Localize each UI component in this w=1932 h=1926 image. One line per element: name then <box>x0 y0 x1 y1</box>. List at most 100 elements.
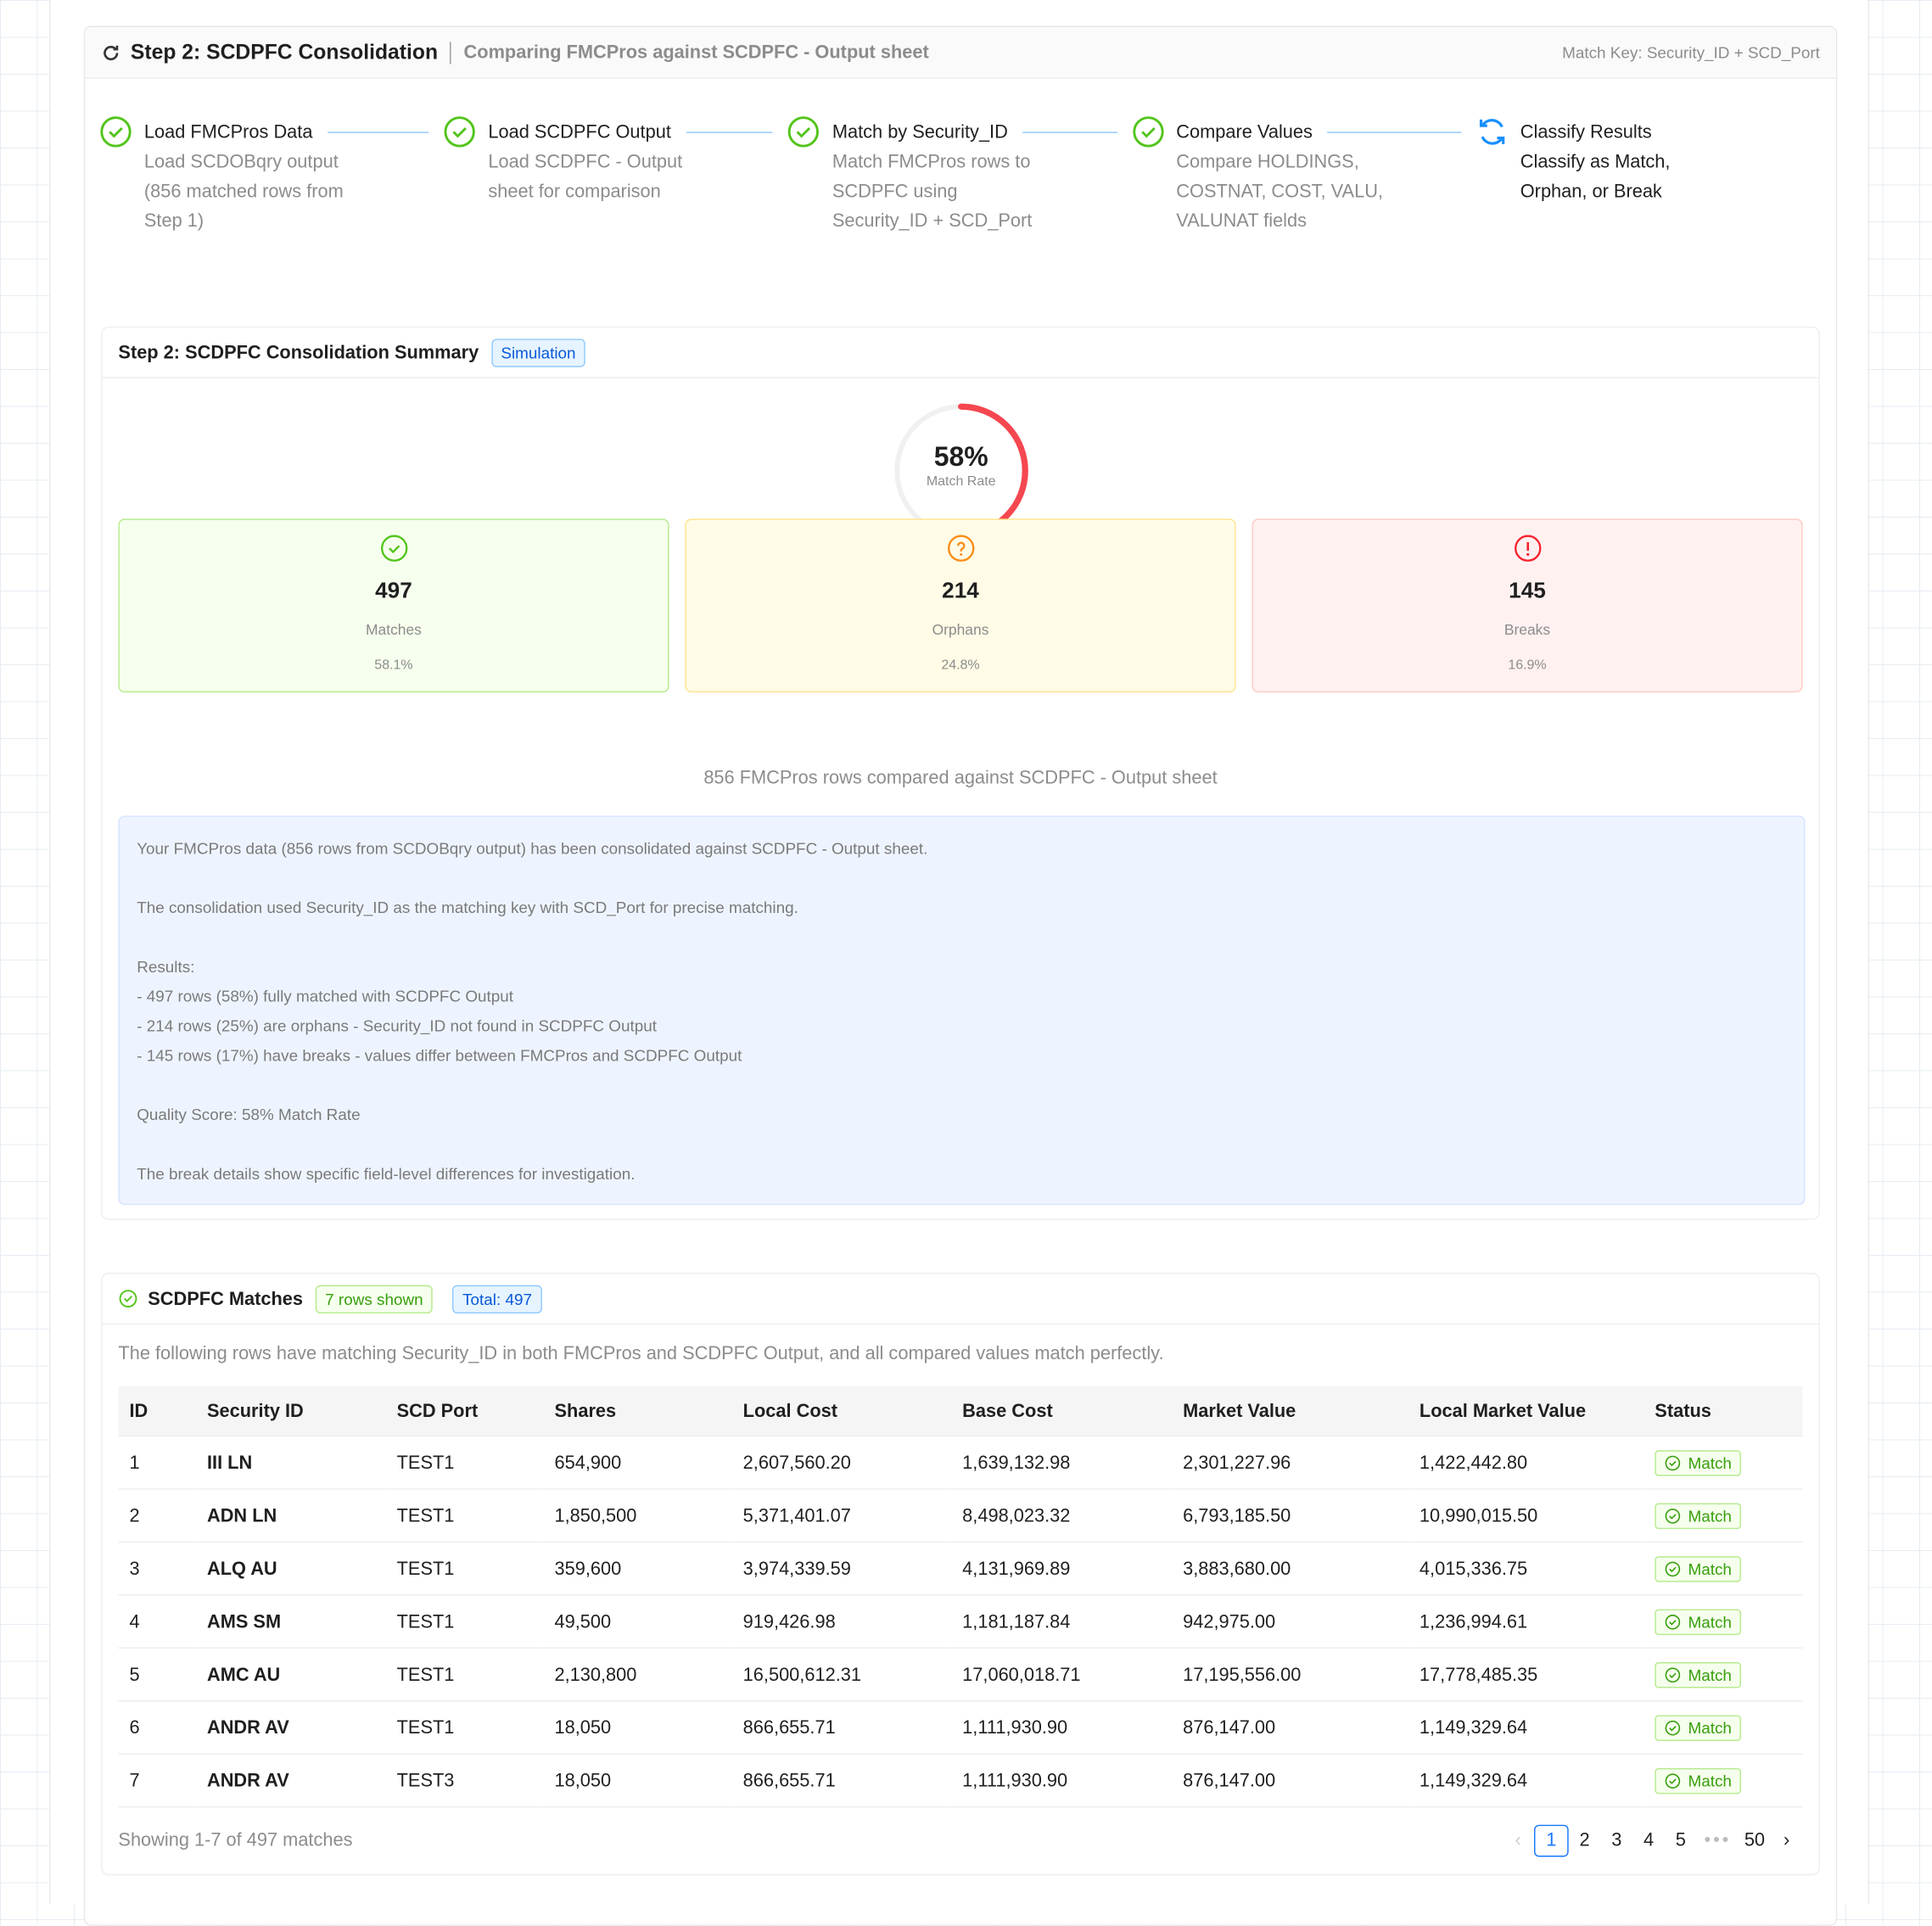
cell: 942,975.00 <box>1172 1594 1408 1649</box>
icon <box>1132 116 1164 148</box>
prev-button[interactable]: ‹ <box>1515 1829 1521 1851</box>
step-body: Match by Security_ID Match FMCPros rows t… <box>832 116 1132 328</box>
column-header: SCD Port <box>385 1386 544 1437</box>
ellipsis: ••• <box>1704 1829 1732 1851</box>
cell: 2,301,227.96 <box>1172 1436 1408 1490</box>
step-description: Load SCDPFC - Output sheet for compariso… <box>488 151 683 203</box>
status-text: Match <box>1688 1665 1732 1684</box>
cell: 2 <box>118 1488 196 1543</box>
stat-value: 497 <box>375 578 412 603</box>
step: Compare Values Compare HOLDINGS, COSTNAT,… <box>1132 116 1476 328</box>
cell: TEST1 <box>385 1436 544 1490</box>
cell: 3 <box>118 1542 196 1596</box>
step-icon <box>1132 116 1164 148</box>
icon <box>380 535 407 562</box>
cell: 7 <box>118 1754 196 1808</box>
column-header: Shares <box>543 1386 732 1437</box>
status-badge: Match <box>1655 1661 1742 1688</box>
page-button[interactable]: 2 <box>1579 1829 1590 1851</box>
table-row: 4 AMS SM TEST1 49,500 919,426.98 1,181,187.84… <box>118 1594 1803 1649</box>
status-cell: Match <box>1644 1488 1803 1543</box>
page-button[interactable]: 50 <box>1744 1829 1766 1851</box>
status-text: Match <box>1688 1453 1732 1472</box>
cell: 2,607,560.20 <box>731 1436 952 1490</box>
step-body: Compare Values Compare HOLDINGS, COSTNAT,… <box>1176 116 1476 328</box>
rows-badge: 7 rows shown <box>315 1284 434 1313</box>
cell: 1,850,500 <box>543 1488 732 1543</box>
step-title: Classify Results <box>1520 121 1652 143</box>
table-body: 1 III LN TEST1 654,900 2,607,560.20 1,639,132… <box>118 1436 1803 1808</box>
stat-card: 145 Breaks 16.9% <box>1252 518 1803 693</box>
cell: 10,990,015.50 <box>1408 1488 1644 1543</box>
matches-table: ID Security ID SCD Port Shares Local Cost Bas… <box>118 1386 1803 1808</box>
note-line: Results: <box>137 957 195 977</box>
total-badge: Total: 497 <box>452 1284 542 1313</box>
stat-value: 145 <box>1509 578 1546 603</box>
step-row: Load FMCPros Data <box>144 116 444 148</box>
column-header: Local Cost <box>731 1386 952 1437</box>
subtitle: Comparing FMCPros against SCDPFC - Outpu… <box>463 42 929 64</box>
step: Classify Results Classify as Match, Orpha… <box>1476 116 1819 328</box>
stat-label: Orphans <box>932 620 989 639</box>
icon <box>1665 1508 1681 1523</box>
status-badge: Match <box>1655 1714 1742 1741</box>
step: Load FMCPros Data Load SCDOBqry output (8… <box>100 116 444 328</box>
step-title: Load SCDPFC Output <box>488 121 671 143</box>
note-line: Quality Score: 58% Match Rate <box>137 1105 361 1124</box>
cell: 1,111,930.90 <box>951 1700 1173 1755</box>
summary-card: Step 2: SCDPFC Consolidation Summary Sim… <box>101 326 1820 1220</box>
cell: 4,131,969.89 <box>951 1542 1173 1596</box>
sync-icon <box>104 45 119 60</box>
cell: 1,111,930.90 <box>951 1754 1173 1808</box>
cell: 8,498,023.32 <box>951 1488 1173 1543</box>
step-body: Classify Results Classify as Match, Orpha… <box>1520 116 1820 328</box>
note-paragraph: The consolidation used Security_ID as th… <box>137 893 1786 923</box>
pagination: ‹ 1 2 3 4 5 ••• 50 › <box>1502 1824 1802 1857</box>
page-button[interactable]: 5 <box>1675 1829 1686 1851</box>
cell: 654,900 <box>543 1436 732 1490</box>
caption: 856 FMCPros rows compared against SCDPFC… <box>703 767 1218 789</box>
stat-icon <box>120 535 668 568</box>
cell: 17,195,556.00 <box>1172 1648 1408 1702</box>
step-title: Match by Security_ID <box>832 121 1008 143</box>
cell: AMS SM <box>195 1594 386 1649</box>
table-row: 5 AMC AU TEST1 2,130,800 16,500,612.31 17,060… <box>118 1648 1803 1702</box>
cell: ADN LN <box>195 1488 386 1543</box>
status-cell: Match <box>1644 1754 1803 1808</box>
page-button[interactable]: 4 <box>1643 1829 1655 1851</box>
cell: TEST3 <box>385 1754 544 1808</box>
footer: Showing 1-7 of 497 matches <box>118 1829 353 1851</box>
page-button[interactable]: 3 <box>1611 1829 1622 1851</box>
step-description: Classify as Match, Orphan, or Break <box>1520 151 1671 203</box>
status-text: Match <box>1688 1612 1732 1631</box>
step-icon <box>1476 116 1508 148</box>
status-cell: Match <box>1644 1594 1803 1649</box>
table-row: 1 III LN TEST1 654,900 2,607,560.20 1,639,132… <box>118 1436 1803 1490</box>
icon <box>1665 1666 1681 1682</box>
stat-value: 214 <box>942 578 979 603</box>
column-header: Base Cost <box>951 1386 1173 1437</box>
note-paragraph: Results: - 497 rows (58%) fully matched w… <box>137 953 1786 1071</box>
panel: Step 2: SCDPFC Consolidation Comparing F… <box>49 0 1869 1926</box>
cell: 1,149,329.64 <box>1408 1754 1644 1808</box>
status-cell: Match <box>1644 1648 1803 1702</box>
cell: 359,600 <box>543 1542 732 1596</box>
description: The following rows have matching Securit… <box>118 1342 1164 1364</box>
icon <box>1665 1454 1681 1470</box>
note-line: - 145 rows (17%) have breaks - values di… <box>137 1045 742 1065</box>
cell: 919,426.98 <box>731 1594 952 1649</box>
step-title: Compare Values <box>1176 121 1313 143</box>
cell: 1,422,442.80 <box>1408 1436 1644 1490</box>
status-cell: Match <box>1644 1542 1803 1596</box>
gauge-value: 58% <box>934 441 988 472</box>
step-icon <box>788 116 820 148</box>
page-button[interactable]: 1 <box>1533 1824 1569 1857</box>
icon <box>1665 1720 1681 1735</box>
next-button[interactable]: › <box>1784 1829 1790 1851</box>
cell: 3,974,339.59 <box>731 1542 952 1596</box>
status-text: Match <box>1688 1559 1732 1578</box>
cell: 876,147.00 <box>1172 1754 1408 1808</box>
step-icon <box>100 116 132 148</box>
cell: 6,793,185.50 <box>1172 1488 1408 1543</box>
